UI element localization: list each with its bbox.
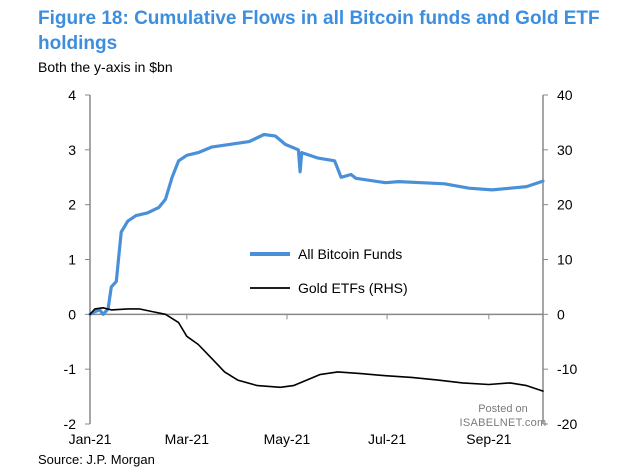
y-tick-left-label: -2: [64, 416, 77, 432]
x-tick-label: Sep-21: [466, 431, 511, 447]
chart-subtitle: Both the y-axis in $bn: [38, 59, 173, 75]
y-tick-left-label: 1: [68, 252, 76, 268]
x-tick-label: Mar-21: [165, 431, 210, 447]
y-tick-right-label: 20: [557, 197, 573, 213]
series-line-gold: [89, 306, 544, 392]
x-tick-label: Jan-21: [69, 431, 112, 447]
y-tick-right-label: 0: [557, 306, 565, 322]
watermark: Posted on ISABELNET.com: [448, 402, 558, 430]
y-tick-right-label: 10: [557, 252, 573, 268]
legend-label-gold: Gold ETFs (RHS): [298, 280, 408, 296]
x-tick-label: Jul-21: [368, 431, 406, 447]
y-tick-right-label: -20: [557, 416, 577, 432]
y-tick-left-label: 4: [68, 87, 76, 103]
y-tick-left-label: 3: [68, 142, 76, 158]
y-tick-left-label: -1: [64, 361, 77, 377]
y-tick-right-label: 40: [557, 87, 573, 103]
watermark-line2: ISABELNET.com: [459, 417, 547, 429]
legend-label-bitcoin: All Bitcoin Funds: [298, 246, 402, 262]
chart-title: Figure 18: Cumulative Flows in all Bitco…: [38, 8, 600, 54]
series-line-bitcoin: [88, 132, 545, 316]
chart-series: [88, 132, 545, 392]
y-tick-right-label: -10: [557, 361, 577, 377]
x-tick-label: May-21: [264, 431, 311, 447]
y-tick-left-label: 0: [68, 306, 76, 322]
y-tick-left-label: 2: [68, 197, 76, 213]
chart-source: Source: J.P. Morgan: [38, 452, 155, 467]
y-tick-right-label: 30: [557, 142, 573, 158]
chart-legend: All Bitcoin Funds Gold ETFs (RHS): [250, 246, 408, 296]
watermark-line1: Posted on: [478, 403, 528, 415]
